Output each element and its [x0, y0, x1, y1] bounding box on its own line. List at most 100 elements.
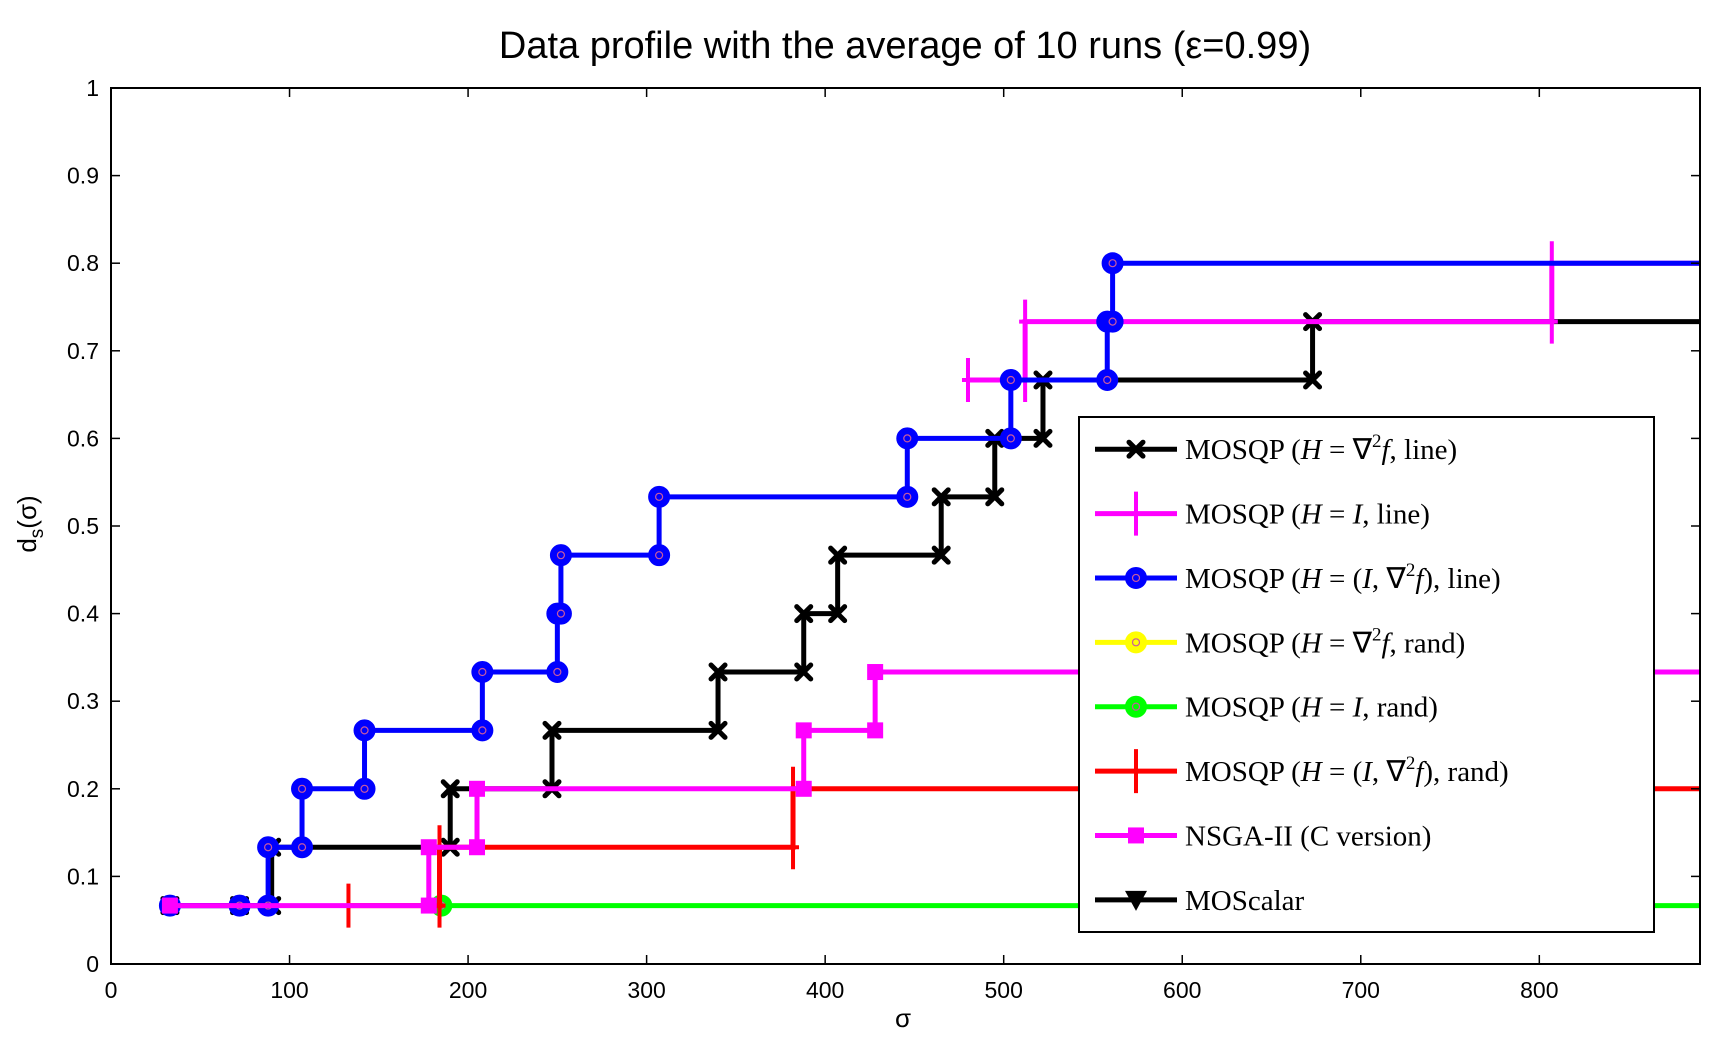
- series-2: [158, 252, 1700, 917]
- data-point: [867, 722, 884, 739]
- legend-label: MOSQP (H = ∇2f, rand): [1185, 624, 1465, 659]
- legend-label-part: MOSQP (: [1185, 434, 1301, 466]
- legend-item: MOSQP (H = ∇2f, rand): [1095, 624, 1465, 659]
- legend-label-part: MOSQP (: [1185, 692, 1301, 724]
- legend-label-part: I: [1352, 692, 1364, 724]
- x-axis: 0 100 200 300 400 500 600 700 800: [105, 88, 1559, 1003]
- y-axis-label-arg: (σ): [12, 495, 42, 528]
- data-point: [961, 357, 974, 402]
- series-line: [169, 669, 1700, 909]
- data-point: [896, 427, 919, 450]
- legend-label-part: H: [1300, 756, 1324, 788]
- data-point-center: [360, 726, 369, 735]
- legend-item: MOSQP (H = I, rand): [1095, 692, 1438, 724]
- data-point: [440, 779, 460, 799]
- data-point-center: [297, 784, 307, 793]
- legend-label-part: MOSQP (: [1185, 627, 1301, 659]
- legend-label-part: H: [1300, 627, 1324, 659]
- data-point: [985, 487, 1005, 507]
- data-point: [420, 897, 437, 914]
- data-point-center: [478, 726, 487, 735]
- legend-marker: [1130, 749, 1142, 794]
- legend-label-part: = (: [1322, 563, 1363, 595]
- legend-label: MOSQP (H = (I, ∇2f), rand): [1185, 753, 1509, 788]
- data-point-center: [264, 843, 273, 852]
- y-tick-label: 0.1: [67, 863, 99, 889]
- legend-label-part: I: [1352, 499, 1364, 531]
- series-6: [161, 664, 1700, 914]
- data-point: [795, 722, 812, 739]
- legend-marker: [1125, 631, 1147, 654]
- data-point-center: [556, 609, 566, 618]
- y-axis-label-sub: s: [27, 529, 48, 539]
- y-tick-label: 0.7: [67, 338, 99, 364]
- data-point: [1101, 310, 1124, 333]
- legend-label-part: MOSQP (: [1185, 756, 1301, 788]
- data-point-center: [478, 667, 487, 677]
- data-point: [1545, 299, 1558, 344]
- data-point-center: [1006, 375, 1015, 385]
- data-point: [469, 780, 486, 797]
- data-point: [471, 719, 494, 742]
- data-point: [546, 661, 569, 684]
- legend-label: MOSQP (H = I, rand): [1185, 692, 1438, 724]
- legend-label-part: NSGA-II (C version): [1185, 820, 1431, 852]
- data-point: [549, 602, 572, 625]
- legend-item: MOSQP (H = (I, ∇2f), line): [1095, 560, 1501, 595]
- data-point: [353, 719, 376, 742]
- legend-label-part: 2: [1372, 431, 1382, 452]
- x-tick-label: 600: [1163, 977, 1201, 1003]
- legend-item: MOSQP (H = ∇2f, line): [1095, 431, 1457, 466]
- legend-label-part: I: [1361, 756, 1373, 788]
- legend-marker-center: [1131, 573, 1141, 583]
- series-layer: [158, 241, 1700, 928]
- legend-label-part: = ∇: [1322, 434, 1373, 466]
- x-tick-label: 700: [1342, 977, 1380, 1003]
- x-tick-label: 400: [806, 977, 844, 1003]
- data-point-center: [655, 551, 664, 560]
- y-axis: 0 0.1 0.2 0.3 0.4 0.5 0.6 0.7 0.8 0.9 1: [67, 75, 1700, 977]
- legend-label-part: 2: [1406, 753, 1416, 774]
- data-point: [542, 720, 562, 740]
- y-tick-label: 0.2: [67, 776, 99, 802]
- data-point: [931, 487, 951, 507]
- data-point-center: [903, 492, 912, 501]
- legend-label-part: , line): [1390, 434, 1458, 466]
- legend-box: [1078, 416, 1655, 933]
- data-point: [708, 662, 728, 682]
- legend-marker-center: [1131, 702, 1141, 711]
- legend-label: MOSQP (H = I, line): [1185, 499, 1430, 531]
- data-point: [1101, 252, 1124, 275]
- x-axis-label: σ: [895, 1003, 911, 1033]
- legend-marker: [1126, 439, 1146, 459]
- data-point: [291, 777, 314, 800]
- data-point: [896, 485, 919, 508]
- legend-label-part: 2: [1372, 624, 1382, 645]
- legend: MOSQP (H = ∇2f, line)MOSQP (H = I, line)…: [1078, 416, 1655, 933]
- x-tick-label: 800: [1520, 977, 1558, 1003]
- data-point-center: [903, 434, 912, 443]
- y-axis-label: ds(σ): [12, 495, 48, 552]
- legend-label-part: =: [1322, 692, 1353, 724]
- data-point: [828, 604, 848, 624]
- legend-marker: [1125, 695, 1147, 718]
- data-point: [787, 825, 800, 870]
- data-point-center: [360, 784, 369, 793]
- legend-label-part: H: [1300, 563, 1324, 595]
- x-tick-label: 200: [449, 977, 487, 1003]
- data-point: [795, 780, 812, 797]
- legend-label-part: MOSQP (: [1185, 499, 1301, 531]
- data-point: [1096, 368, 1119, 391]
- legend-label-part: 2: [1406, 560, 1416, 581]
- y-tick-label: 0.5: [67, 513, 99, 539]
- legend-marker: [1125, 566, 1147, 589]
- legend-item: MOSQP (H = (I, ∇2f), rand): [1095, 749, 1509, 794]
- data-point-center: [655, 492, 664, 501]
- data-point: [549, 544, 572, 567]
- data-point-center: [1108, 259, 1117, 268]
- legend-label: NSGA-II (C version): [1185, 820, 1431, 852]
- legend-label: MOScalar: [1185, 885, 1305, 917]
- data-point-center: [556, 551, 566, 560]
- y-tick-label: 0.8: [67, 250, 99, 276]
- legend-label-part: , ∇: [1372, 756, 1407, 788]
